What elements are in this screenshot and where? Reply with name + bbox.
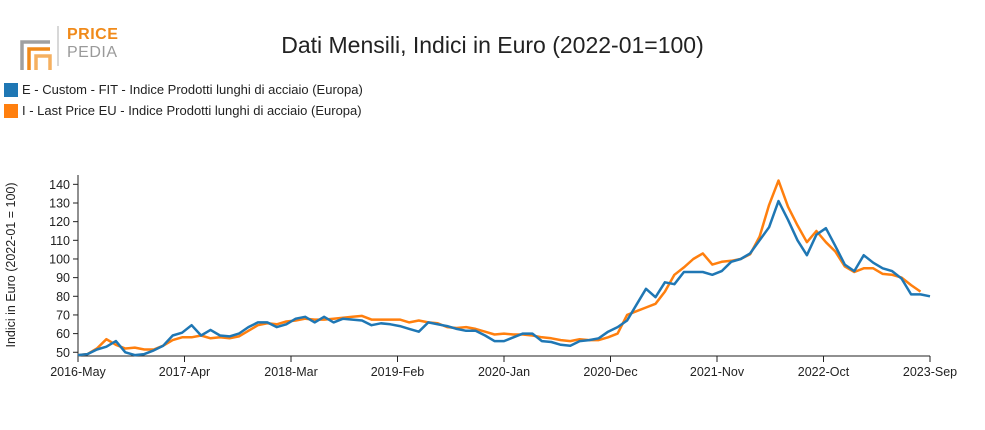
y-tick-label: 70 (56, 308, 70, 322)
y-axis: 50 60 70 80 90 100 110 120 130 140 (49, 175, 79, 360)
legend-label-series-1: E - Custom - FIT - Indice Prodotti lungh… (22, 82, 363, 97)
y-tick-label: 120 (49, 215, 70, 229)
chart-title: Dati Mensili, Indici in Euro (2022-01=10… (281, 32, 704, 58)
pricepedia-logo: PRICE PEDIA (20, 22, 130, 72)
y-tick-label: 140 (49, 178, 70, 192)
series-line-2 (77, 179, 922, 357)
y-tick-label: 60 (56, 327, 70, 341)
y-tick-label: 110 (50, 234, 70, 248)
legend-label-series-2: I - Last Price EU - Indice Prodotti lung… (22, 103, 362, 118)
series-line-1 (77, 199, 931, 357)
x-tick-label: 2017-Apr (159, 365, 210, 379)
series-lines (77, 179, 931, 357)
x-tick-label: 2023-Sep (903, 365, 957, 379)
x-axis: 2016-May 2017-Apr 2018-Mar 2019-Feb 2020-Jan… (50, 355, 957, 379)
x-tick-label: 2018-Mar (264, 365, 318, 379)
logo-text-price: PRICE (67, 26, 119, 43)
legend-item-series-2[interactable]: I - Last Price EU - Indice Prodotti lung… (4, 100, 363, 121)
x-tick-label: 2022-Oct (798, 365, 850, 379)
y-tick-label: 130 (49, 196, 70, 210)
x-tick-label: 2020-Dec (583, 365, 637, 379)
x-tick-label: 2016-May (50, 365, 106, 379)
y-tick-label: 90 (56, 271, 70, 285)
legend-swatch-series-2 (4, 103, 18, 118)
logo-mark-icon (20, 26, 59, 70)
x-tick-label: 2021-Nov (690, 365, 745, 379)
logo-text-pedia: PEDIA (67, 44, 118, 61)
y-tick-label: 80 (56, 290, 70, 304)
x-tick-label: 2019-Feb (371, 365, 425, 379)
y-axis-label: Indici in Euro (2022-01 = 100) (4, 182, 18, 347)
y-tick-label: 50 (56, 346, 70, 360)
x-tick-label: 2020-Jan (478, 365, 530, 379)
legend-swatch-series-1 (4, 82, 18, 97)
chart-legend: E - Custom - FIT - Indice Prodotti lungh… (4, 79, 363, 121)
y-tick-label: 100 (49, 252, 70, 266)
legend-item-series-1[interactable]: E - Custom - FIT - Indice Prodotti lungh… (4, 79, 363, 100)
